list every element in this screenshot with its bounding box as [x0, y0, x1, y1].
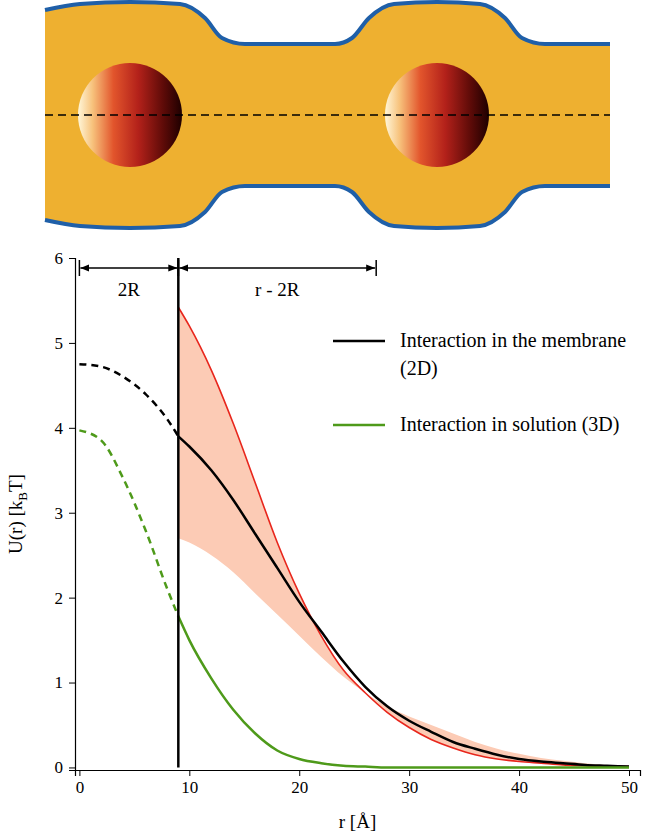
membrane-schematic: [45, 2, 610, 228]
curve-inside-contact: [79, 364, 178, 436]
y-tick-label: 1: [55, 673, 64, 692]
y-tick-mark: [69, 428, 75, 429]
legend-entry: Interaction in the membrane (2D): [333, 329, 626, 380]
span-label: r - 2R: [255, 279, 300, 300]
x-axis-title: r [Å]: [339, 811, 376, 832]
y-tick: 5: [55, 334, 76, 353]
bound-curve: [178, 307, 629, 766]
x-tick-mark: [189, 770, 190, 776]
span-label: 2R: [118, 279, 141, 300]
x-tick: 0: [76, 770, 85, 797]
span-end: [79, 260, 81, 276]
x-tick-mark: [629, 770, 630, 776]
membrane-body: [45, 2, 610, 228]
span-end: [375, 260, 377, 276]
uncertainty-band: [178, 307, 629, 766]
x-tick: 10: [181, 770, 198, 797]
y-tick-mark: [69, 513, 75, 514]
y-tick-mark: [69, 767, 75, 768]
y-axis-line: [69, 259, 76, 771]
x-tick: 40: [511, 770, 528, 797]
x-axis-line: [76, 771, 641, 777]
contact-line: [177, 258, 180, 767]
span-end: [178, 260, 180, 276]
y-axis-title-part: T]: [5, 474, 26, 492]
y-tick-label: 3: [55, 504, 64, 523]
y-tick-label: 5: [55, 334, 64, 353]
x-tick-label: 20: [291, 778, 308, 797]
legend-label: Interaction in solution (3D): [400, 413, 619, 436]
span-annotation: 2R: [79, 260, 178, 300]
x-tick: 30: [401, 770, 418, 797]
x-tick-mark: [79, 770, 80, 776]
y-tick: 3: [55, 504, 76, 523]
curve: [178, 616, 629, 767]
curve: [178, 436, 629, 766]
y-axis-title-part: U(r) [k: [5, 500, 27, 554]
legend-entry: Interaction in solution (3D): [333, 413, 619, 436]
legend-swatch: [333, 340, 385, 343]
membrane-edge: [45, 186, 610, 228]
x-tick-label: 0: [76, 778, 85, 797]
span-end: [178, 260, 180, 276]
plot-area: [79, 258, 629, 767]
x-tick-label: 50: [621, 778, 638, 797]
y-tick-mark: [69, 343, 75, 344]
x-axis: 0 10 20 30 40 50: [76, 770, 641, 797]
y-tick-label: 6: [55, 249, 64, 268]
y-tick-mark: [69, 598, 75, 599]
y-tick-label: 0: [55, 758, 64, 777]
y-tick: 4: [55, 419, 76, 438]
y-axis-title-part: B: [15, 492, 30, 501]
legend-swatch: [333, 424, 385, 427]
x-tick-mark: [299, 770, 300, 776]
y-axis: 0 1 2 3 4 5 6: [55, 249, 76, 777]
span-annotation: r - 2R: [178, 260, 376, 300]
legend-label-line: (2D): [400, 357, 438, 380]
y-tick-mark: [69, 258, 75, 259]
x-tick: 20: [291, 770, 308, 797]
membrane-edge: [45, 2, 610, 44]
x-tick-mark: [519, 770, 520, 776]
legend: Interaction in the membrane(2D)Interacti…: [333, 329, 626, 436]
curve-inside-contact: [79, 430, 178, 616]
x-tick-label: 40: [511, 778, 528, 797]
y-tick-label: 2: [55, 589, 64, 608]
x-tick-label: 30: [401, 778, 418, 797]
legend-label: Interaction in the membrane (2D): [400, 329, 626, 380]
y-tick: 0: [55, 758, 76, 777]
x-tick-label: 10: [181, 778, 198, 797]
span-arrow: [179, 267, 375, 269]
midplane: [45, 114, 610, 116]
x-tick: 50: [621, 770, 638, 797]
y-tick: 2: [55, 589, 76, 608]
y-tick-label: 4: [55, 419, 64, 438]
y-tick-mark: [69, 683, 75, 684]
y-tick: 6: [55, 249, 76, 268]
y-tick: 1: [55, 673, 76, 692]
y-axis-title: U(r) [kBT]: [5, 474, 30, 554]
span-arrow: [80, 267, 177, 269]
legend-label-line: Interaction in the membrane: [400, 329, 626, 351]
legend-label-line: Interaction in solution (3D): [400, 413, 619, 436]
figure: 0 10 20 30 40 50 0 1 2 3 4 5 6 r [Å] U(r) [kBT] 2R r - 2…: [0, 0, 650, 838]
x-tick-mark: [409, 770, 410, 776]
